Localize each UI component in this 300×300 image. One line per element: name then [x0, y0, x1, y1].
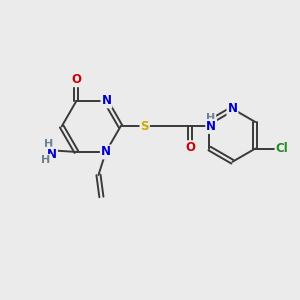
Text: N: N: [227, 102, 237, 115]
Text: N: N: [101, 146, 111, 158]
Text: Cl: Cl: [275, 142, 288, 155]
Text: H: H: [41, 155, 51, 165]
Text: H: H: [206, 113, 215, 123]
Text: O: O: [185, 141, 195, 154]
Text: H: H: [44, 139, 54, 149]
Text: N: N: [101, 94, 111, 107]
Text: N: N: [47, 148, 57, 160]
Text: N: N: [206, 120, 216, 133]
Text: S: S: [140, 120, 149, 133]
Text: O: O: [71, 73, 81, 86]
